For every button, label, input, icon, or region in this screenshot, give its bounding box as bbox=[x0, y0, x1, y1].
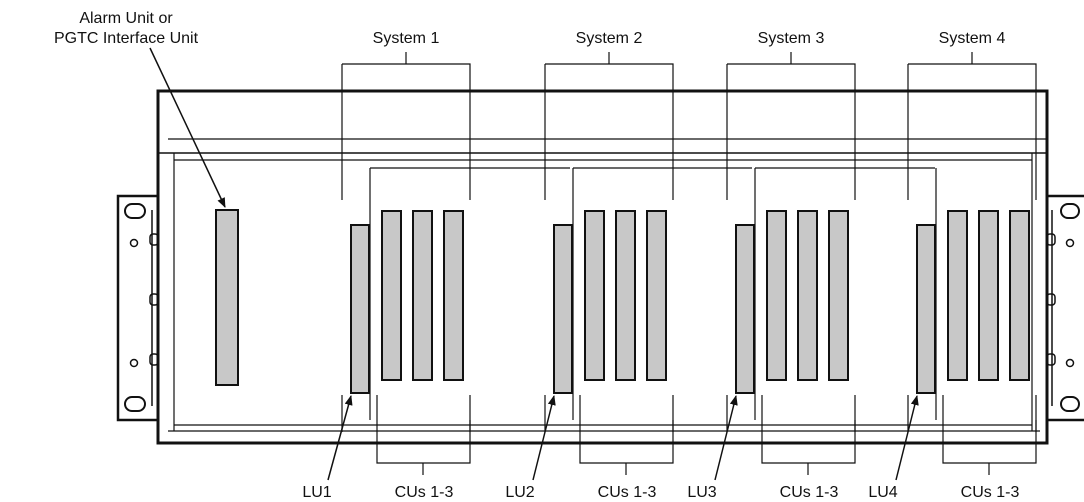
cus-3-label: CUs 1-3 bbox=[780, 484, 839, 501]
cu-card bbox=[584, 210, 605, 381]
cu-card bbox=[797, 210, 818, 381]
lu4-label: LU4 bbox=[868, 484, 897, 501]
system-3: System 3 LU3 CUs 1-3 bbox=[687, 30, 935, 501]
bracket-slot-top-right bbox=[1060, 203, 1080, 219]
cu-card bbox=[766, 210, 787, 381]
cu-card bbox=[646, 210, 667, 381]
alarm-unit-arrow bbox=[149, 47, 226, 208]
lu3-label: LU3 bbox=[687, 484, 716, 501]
cus-2-label: CUs 1-3 bbox=[598, 484, 657, 501]
chassis bbox=[156, 89, 1049, 445]
lu2-label: LU2 bbox=[505, 484, 534, 501]
cu-card bbox=[615, 210, 636, 381]
system-4: System 4 LU4 CUs 1-3 bbox=[868, 30, 1037, 501]
cu-card bbox=[412, 210, 433, 381]
lu1-label: LU1 bbox=[302, 484, 331, 501]
system-4-label: System 4 bbox=[939, 30, 1006, 47]
system-3-label: System 3 bbox=[758, 30, 825, 47]
cu-card bbox=[1009, 210, 1030, 381]
cu-card bbox=[443, 210, 464, 381]
system-2-label: System 2 bbox=[576, 30, 643, 47]
lu2-card bbox=[553, 224, 573, 394]
cu-card bbox=[978, 210, 999, 381]
bracket-slot-top bbox=[124, 203, 146, 219]
system-1-label: System 1 bbox=[373, 30, 440, 47]
lu1-card bbox=[350, 224, 370, 394]
lu3-card bbox=[735, 224, 755, 394]
cus-4-label: CUs 1-3 bbox=[961, 484, 1020, 501]
bracket-slot-bottom-right bbox=[1060, 396, 1080, 412]
alarm-unit-card bbox=[215, 209, 239, 386]
alarm-unit-label-line1: Alarm Unit or bbox=[79, 10, 173, 27]
cu-card bbox=[828, 210, 849, 381]
alarm-unit-label-line2: PGTC Interface Unit bbox=[54, 30, 199, 47]
left-mounting-bracket bbox=[116, 194, 159, 422]
cu-card bbox=[947, 210, 968, 381]
system-1: System 1 LU1 CUs 1-3 bbox=[302, 30, 570, 501]
cus-1-label: CUs 1-3 bbox=[395, 484, 454, 501]
right-mounting-bracket bbox=[1046, 194, 1084, 422]
bracket-slot-bottom bbox=[124, 396, 146, 412]
system-2: System 2 LU2 CUs 1-3 bbox=[505, 30, 752, 501]
lu4-card bbox=[916, 224, 936, 394]
cu-card bbox=[381, 210, 402, 381]
